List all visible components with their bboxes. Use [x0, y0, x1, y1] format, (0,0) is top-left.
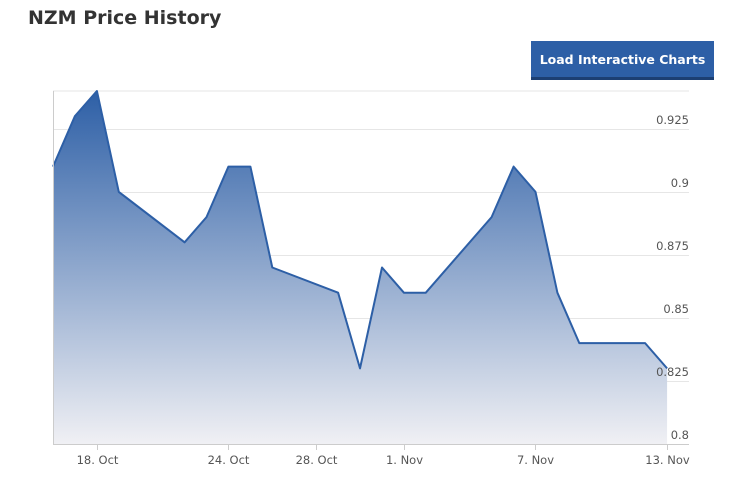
series-line: [52, 90, 668, 370]
y-tick-label: 0.925: [656, 113, 689, 127]
y-axis-ticks: 0.8 0.825 0.85 0.875 0.9 0.925: [656, 113, 689, 442]
y-tick-label: 0.9: [671, 176, 689, 190]
x-tick-label: 24. Oct: [208, 453, 250, 467]
load-interactive-charts-button[interactable]: Load Interactive Charts: [531, 41, 714, 80]
x-tick-label: 13. Nov: [645, 453, 690, 467]
y-tick-label: 0.85: [663, 302, 689, 316]
y-tick-label: 0.825: [656, 365, 689, 379]
x-tick-label: 18. Oct: [77, 453, 119, 467]
area-series: [52, 90, 668, 444]
page-title: NZM Price History: [28, 7, 222, 29]
x-tick-label: 7. Nov: [517, 453, 554, 467]
x-axis-ticks: 18. Oct 24. Oct 28. Oct 1. Nov 7. Nov 13. Nov: [77, 444, 690, 467]
y-tick-label: 0.8: [671, 428, 689, 442]
axes: [53, 91, 689, 445]
area-fill: [53, 91, 668, 444]
x-tick-label: 1. Nov: [386, 453, 423, 467]
y-tick-label: 0.875: [656, 239, 689, 253]
x-tick-label: 28. Oct: [296, 453, 338, 467]
